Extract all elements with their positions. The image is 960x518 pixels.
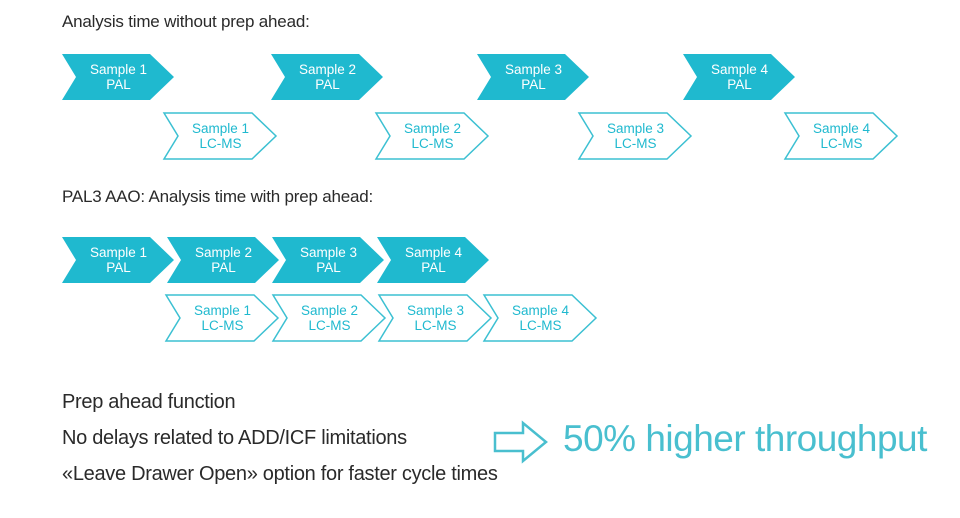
outline-right-arrow-icon	[493, 420, 548, 464]
bullet-prep-ahead: Prep ahead function	[62, 391, 236, 413]
chevron-sample-label: Sample 1	[194, 303, 251, 318]
chevron-stage-label: PAL	[211, 260, 236, 275]
chevron-sample-label: Sample 1	[90, 62, 147, 77]
chevron-with-lcms-2: Sample 2LC-MS	[271, 294, 387, 342]
chevron-stage-label: PAL	[316, 260, 341, 275]
bullet-no-delays: No delays related to ADD/ICF limitations	[62, 427, 407, 449]
chevron-stage-label: LC-MS	[614, 136, 656, 151]
chevron-stage-label: PAL	[521, 77, 546, 92]
chevron-sample-label: Sample 4	[405, 245, 463, 260]
chevron-stage-label: LC-MS	[308, 318, 350, 333]
heading-without-prep-ahead: Analysis time without prep ahead:	[62, 12, 310, 31]
chevron-sample-label: Sample 3	[300, 245, 357, 260]
chevron-stage-label: LC-MS	[414, 318, 456, 333]
chevron-sample-label: Sample 2	[301, 303, 358, 318]
bullet-leave-drawer-open: «Leave Drawer Open» option for faster cy…	[62, 463, 498, 485]
chevron-sample-label: Sample 1	[90, 245, 147, 260]
chevron-sample-label: Sample 2	[195, 245, 252, 260]
chevron-sample-label: Sample 3	[407, 303, 464, 318]
chevron-stage-label: PAL	[315, 77, 340, 92]
chevron-sample-label: Sample 4	[711, 62, 769, 77]
chevron-stage-label: PAL	[727, 77, 752, 92]
chevron-stage-label: PAL	[106, 260, 131, 275]
chevron-sample-label: Sample 4	[512, 303, 570, 318]
chevron-stage-label: PAL	[106, 77, 131, 92]
chevron-without-lcms-4: Sample 4LC-MS	[783, 112, 899, 160]
chevron-sample-label: Sample 2	[299, 62, 356, 77]
chevron-with-lcms-4: Sample 4LC-MS	[482, 294, 598, 342]
chevron-stage-label: LC-MS	[820, 136, 862, 151]
chevron-stage-label: LC-MS	[519, 318, 561, 333]
chevron-sample-label: Sample 3	[505, 62, 562, 77]
chevron-without-lcms-1: Sample 1LC-MS	[162, 112, 278, 160]
chevron-without-lcms-2: Sample 2LC-MS	[374, 112, 490, 160]
chevron-sample-label: Sample 2	[404, 121, 461, 136]
chevron-without-lcms-3: Sample 3LC-MS	[577, 112, 693, 160]
chevron-stage-label: PAL	[421, 260, 446, 275]
chevron-with-lcms-1: Sample 1LC-MS	[164, 294, 280, 342]
chevron-stage-label: LC-MS	[201, 318, 243, 333]
throughput-result: 50% higher throughput	[563, 418, 927, 459]
heading-with-prep-ahead: PAL3 AAO: Analysis time with prep ahead:	[62, 187, 374, 206]
chevron-with-lcms-3: Sample 3LC-MS	[377, 294, 493, 342]
chevron-stage-label: LC-MS	[199, 136, 241, 151]
chevron-stage-label: LC-MS	[411, 136, 453, 151]
chevron-sample-label: Sample 3	[607, 121, 664, 136]
chevron-sample-label: Sample 4	[813, 121, 871, 136]
chevron-sample-label: Sample 1	[192, 121, 249, 136]
